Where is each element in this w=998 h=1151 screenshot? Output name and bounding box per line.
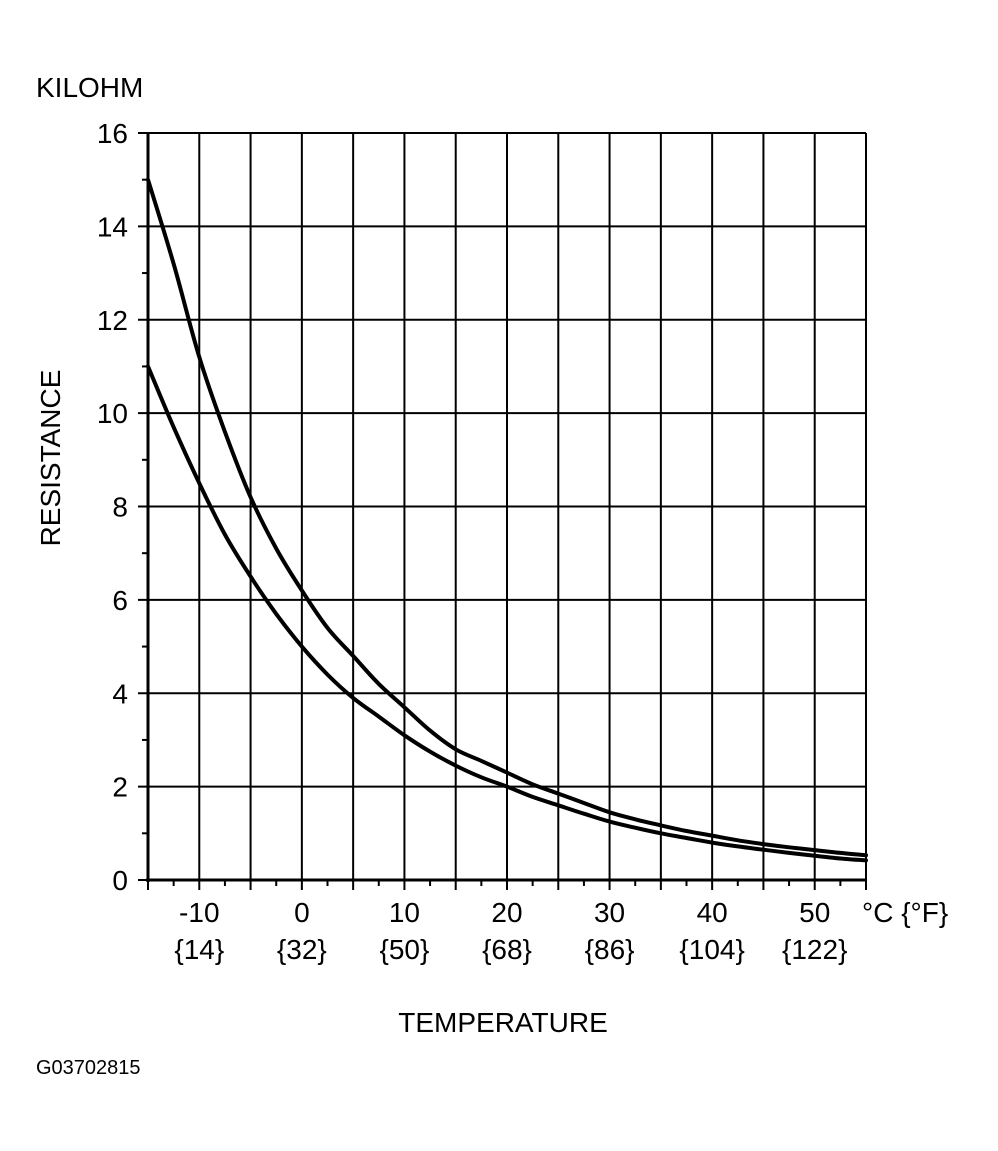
y-tick-label: 16: [97, 118, 128, 149]
x-tick-label-celsius: -10: [179, 897, 219, 928]
unit-label: KILOHM: [36, 72, 143, 103]
x-tick-label-celsius: 10: [389, 897, 420, 928]
x-tick-label-fahrenheit: {50}: [379, 934, 429, 965]
series-line-lower: [146, 364, 868, 863]
y-tick-label: 6: [112, 585, 128, 616]
x-tick-label-fahrenheit: {32}: [277, 934, 327, 965]
y-tick-label: 0: [112, 865, 128, 896]
x-tick-label-fahrenheit: {68}: [482, 934, 532, 965]
figure-id: G03702815: [36, 1057, 141, 1079]
tick-labels: 0 2 4 6 8 10 12 14 16 -10 {14} 0 {32} 10 {50} 20 {68} 30 {…: [97, 118, 848, 965]
y-tick-label: 4: [112, 678, 128, 709]
y-tick-label: 8: [112, 492, 128, 523]
x-tick-label-celsius: 30: [594, 897, 625, 928]
y-tick-label: 2: [112, 772, 128, 803]
series-line-upper: [146, 177, 868, 858]
y-tick-label: 14: [97, 211, 128, 242]
series-lines: [146, 177, 868, 863]
x-unit-label: °C {°F}: [862, 897, 948, 928]
x-tick-label-celsius: 50: [799, 897, 830, 928]
x-tick-label-fahrenheit: {122}: [782, 934, 847, 965]
y-tick-label: 12: [97, 305, 128, 336]
axis-ticks: [138, 132, 867, 890]
x-tick-label-celsius: 40: [697, 897, 728, 928]
x-tick-label-fahrenheit: {14}: [174, 934, 224, 965]
x-tick-label-fahrenheit: {86}: [585, 934, 635, 965]
y-axis-title: RESISTANCE: [35, 370, 66, 547]
x-axis-title: TEMPERATURE: [398, 1007, 608, 1038]
x-tick-label-celsius: 0: [294, 897, 310, 928]
x-tick-label-fahrenheit: {104}: [679, 934, 744, 965]
x-tick-label-celsius: 20: [491, 897, 522, 928]
y-tick-label: 10: [97, 398, 128, 429]
